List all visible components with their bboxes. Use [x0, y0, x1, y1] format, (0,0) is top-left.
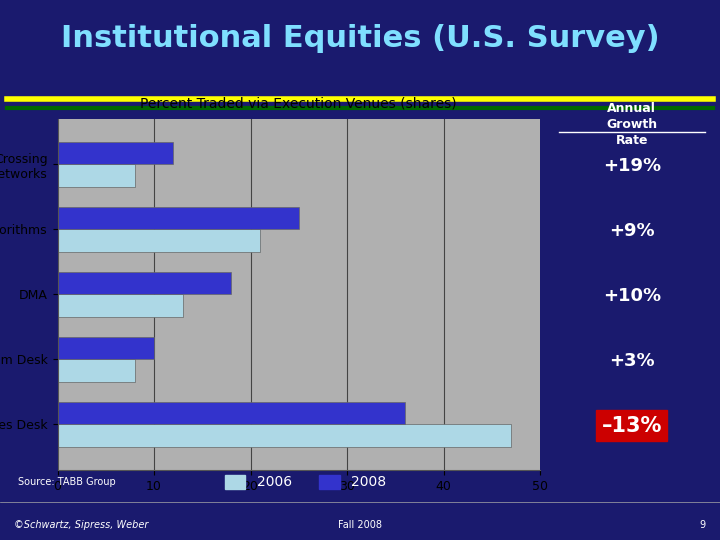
- Bar: [58, 206, 299, 230]
- Bar: [58, 141, 174, 164]
- Bar: [58, 402, 405, 424]
- Text: +3%: +3%: [609, 352, 654, 370]
- Text: Institutional Equities (U.S. Survey): Institutional Equities (U.S. Survey): [60, 24, 660, 53]
- Bar: [58, 294, 183, 317]
- Bar: [58, 164, 135, 187]
- Text: Fall 2008: Fall 2008: [338, 519, 382, 530]
- Title: Percent Traded via Execution Venues (shares): Percent Traded via Execution Venues (sha…: [140, 97, 457, 111]
- Text: 9: 9: [699, 519, 706, 530]
- Bar: [58, 230, 260, 252]
- Text: Annual
Growth
Rate: Annual Growth Rate: [606, 102, 657, 147]
- Text: ©Schwartz, Sipress, Weber: ©Schwartz, Sipress, Weber: [14, 519, 149, 530]
- Bar: [58, 272, 231, 294]
- Bar: [58, 424, 511, 447]
- Legend: 2006, 2008: 2006, 2008: [219, 469, 392, 495]
- Bar: [58, 359, 135, 382]
- Text: +9%: +9%: [609, 221, 654, 240]
- Text: +10%: +10%: [603, 287, 661, 305]
- Bar: [58, 336, 154, 359]
- Text: Source: TABB Group: Source: TABB Group: [18, 477, 116, 487]
- Text: +19%: +19%: [603, 157, 661, 174]
- Text: –13%: –13%: [602, 416, 662, 436]
